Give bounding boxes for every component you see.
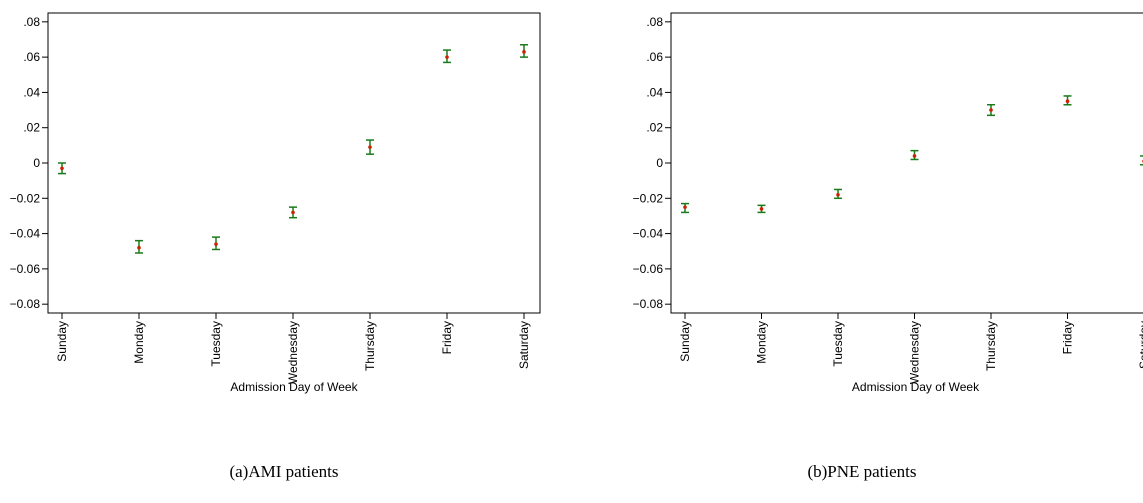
y-tick-label: .08 [646,15,663,29]
y-tick-label: −0.06 [633,262,664,276]
y-tick-label: .04 [646,85,663,99]
x-tick-label: Thursday [363,321,377,371]
x-tick-label: Friday [440,321,454,354]
y-tick-label: −0.06 [10,262,41,276]
x-tick-label: Monday [755,321,769,364]
y-tick-label: −0.04 [10,227,41,241]
chart-ami: .08 .06 .04 .02 0 −0.02 −0.04 −0.06 −0.08 Sunday M… [10,12,541,394]
y-tick-label: −0.08 [10,297,41,311]
x-tick-label: Sunday [678,321,692,362]
y-tick-label: .08 [23,15,40,29]
x-tick-label: Sunday [55,321,69,362]
y-tick-label: −0.08 [633,297,664,311]
y-tick-label: .04 [23,85,40,99]
data-point [214,242,218,246]
data-point [137,245,141,250]
x-tick-label: Friday [1061,321,1075,354]
panel-ami: .08 .06 .04 .02 0 −0.02 −0.04 −0.06 −0.08 Sunday M… [0,0,560,498]
x-tick-label: Wednesday [286,321,300,384]
data-point [912,154,917,158]
x-tick-label: Thursday [984,321,998,371]
x-axis-title: Admission Day of Week [230,380,358,394]
chart-pne: .08 .06 .04 .02 0 −0.02 −0.04 −0.06 −0.08 Sunday M… [633,12,1143,394]
data-point [368,145,372,149]
x-tick-label: Wednesday [908,321,922,384]
panel-pne: .08 .06 .04 .02 0 −0.02 −0.04 −0.06 −0.08 Sunday M… [600,0,1143,498]
plot-frame [670,12,1143,314]
data-point [291,210,295,215]
y-tick-label: −0.02 [633,191,664,205]
y-tick-label: .02 [646,121,663,135]
y-tick-label: .06 [646,50,663,64]
data-point [683,205,687,209]
x-tick-label: Saturday [1137,321,1143,369]
y-tick-label: 0 [33,156,40,170]
y-tick-label: −0.02 [10,191,41,205]
x-tick-label: Saturday [517,321,531,369]
data-point [445,55,449,59]
data-point [836,192,840,197]
y-tick-label: .06 [23,50,40,64]
y-tick-label: .02 [23,121,40,135]
error-bar [1140,155,1143,166]
data-point [759,207,764,211]
x-tick-label: Tuesday [209,321,223,367]
x-tick-label: Tuesday [831,321,845,367]
y-tick-label: 0 [656,156,663,170]
caption-ami: (a)AMI patients [229,462,339,481]
x-tick-label: Monday [132,321,146,364]
data-point [522,50,526,54]
data-point [989,108,993,112]
x-axis-title: Admission Day of Week [852,380,980,394]
data-point [1065,99,1070,104]
caption-pne: (b)PNE patients [807,462,917,481]
y-tick-label: −0.04 [633,227,664,241]
plot-frame [47,12,541,314]
data-point [60,166,64,171]
